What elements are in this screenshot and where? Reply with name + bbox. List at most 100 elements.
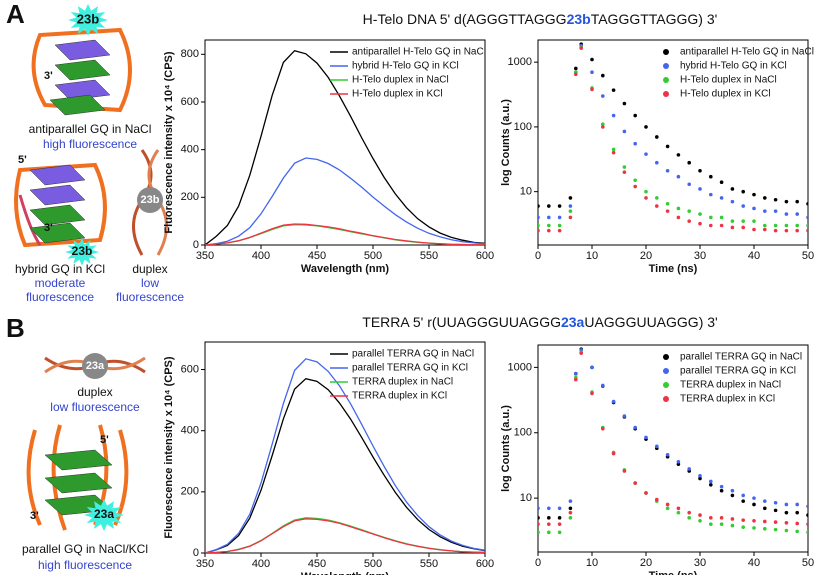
data-point xyxy=(795,521,799,526)
data-point xyxy=(698,473,702,478)
legend-label: TERRA duplex in NaCl xyxy=(352,377,453,388)
data-point xyxy=(557,215,562,220)
data-point xyxy=(752,227,756,232)
data-point xyxy=(601,122,605,127)
data-point xyxy=(784,223,789,228)
fluorescence-label: moderate xyxy=(35,276,86,290)
plot-frame xyxy=(204,341,486,554)
data-point xyxy=(633,184,637,189)
data-point xyxy=(622,469,627,473)
data-point xyxy=(574,377,578,382)
data-point xyxy=(763,499,767,503)
data-point xyxy=(730,493,735,498)
data-point xyxy=(741,525,745,529)
data-point xyxy=(773,209,778,213)
data-point xyxy=(538,223,540,228)
data-point xyxy=(547,228,551,233)
panel-title: H-Telo DNA 5' d(AGGGTTAGGG23bTAGGGTTAGGG… xyxy=(363,11,718,27)
x-tick-label: 550 xyxy=(420,250,438,262)
x-tick-label: 500 xyxy=(364,250,382,262)
data-point xyxy=(538,215,540,220)
data-point xyxy=(806,530,808,535)
data-point xyxy=(622,414,627,418)
x-tick-label: 40 xyxy=(748,250,760,262)
legend-label: parallel TERRA GQ in NaCl xyxy=(352,349,474,360)
data-point xyxy=(547,522,551,526)
structure-label: hybrid GQ in KCl xyxy=(15,262,105,276)
data-point xyxy=(579,46,583,50)
structure-label: duplex xyxy=(77,385,112,399)
data-point xyxy=(806,513,808,517)
strand-end: 5' xyxy=(18,154,27,166)
data-point xyxy=(709,223,713,228)
panel-letter: A xyxy=(6,0,25,29)
y-tick-label: 10 xyxy=(520,492,532,504)
data-point xyxy=(676,506,681,511)
data-point xyxy=(557,223,562,228)
data-point xyxy=(665,502,670,507)
legend-swatch xyxy=(663,368,669,374)
data-point xyxy=(665,201,670,206)
y-tick-label: 10 xyxy=(520,186,532,198)
x-tick-label: 50 xyxy=(802,250,814,262)
y-axis-title: Fluorescence intensity x 10⁴ (CPS) xyxy=(163,356,175,538)
plot-frame xyxy=(537,39,809,246)
data-point xyxy=(687,516,691,520)
legend-label: hybrid H-Telo GQ in KCl xyxy=(680,61,787,72)
x-tick-label: 20 xyxy=(640,557,652,569)
data-point xyxy=(741,204,745,208)
x-tick-label: 450 xyxy=(308,250,326,262)
legend-label: H-Telo duplex in KCl xyxy=(680,89,771,100)
data-point xyxy=(622,170,627,174)
data-point xyxy=(655,444,659,449)
legend-swatch xyxy=(663,354,669,360)
x-tick-label: 10 xyxy=(586,250,598,262)
x-tick-label: 20 xyxy=(640,250,652,262)
fluorescence-label: high fluorescence xyxy=(43,137,137,151)
legend-label: H-Telo duplex in NaCl xyxy=(352,75,449,86)
y-tick-label: 600 xyxy=(181,363,199,375)
data-point xyxy=(698,513,702,517)
data-point xyxy=(698,476,702,481)
x-tick-label: 450 xyxy=(308,558,326,570)
legend-label: parallel TERRA GQ in NaCl xyxy=(680,352,802,363)
structure-label: duplex xyxy=(132,262,167,276)
legend-swatch xyxy=(663,63,669,69)
data-point xyxy=(687,182,691,187)
data-point xyxy=(655,497,659,502)
data-point xyxy=(611,113,616,118)
fluorophore-label: 23b xyxy=(77,11,99,26)
data-point xyxy=(687,209,691,213)
data-point xyxy=(773,500,778,505)
series-line xyxy=(205,223,485,245)
data-point xyxy=(773,527,778,532)
data-point xyxy=(698,519,702,523)
data-point xyxy=(611,88,616,92)
y-tick-label: 600 xyxy=(181,96,199,108)
legend-swatch xyxy=(663,49,669,55)
data-point xyxy=(633,141,637,146)
data-point xyxy=(568,204,573,208)
y-tick-label: 1000 xyxy=(508,56,532,68)
legend-label: TERRA duplex in KCl xyxy=(680,394,775,405)
data-point xyxy=(773,228,778,233)
x-tick-label: 350 xyxy=(196,250,214,262)
x-tick-label: 400 xyxy=(252,558,270,570)
data-point xyxy=(763,227,767,232)
series-line xyxy=(205,157,485,245)
data-point xyxy=(557,522,562,526)
data-point xyxy=(730,187,735,191)
data-point xyxy=(763,196,767,200)
plot-area xyxy=(205,358,485,553)
data-point xyxy=(741,225,745,230)
duplex-diagram-a xyxy=(132,149,168,256)
y-tick-label: 1000 xyxy=(508,361,532,373)
data-point xyxy=(763,526,767,531)
data-point xyxy=(590,57,594,62)
data-point xyxy=(698,212,702,216)
legend-label: parallel TERRA GQ in KCl xyxy=(352,363,468,374)
legend-label: H-Telo duplex in NaCl xyxy=(680,75,777,86)
x-tick-label: 550 xyxy=(420,558,438,570)
data-point xyxy=(633,113,637,118)
fluorophore-label: 23b xyxy=(72,244,93,258)
